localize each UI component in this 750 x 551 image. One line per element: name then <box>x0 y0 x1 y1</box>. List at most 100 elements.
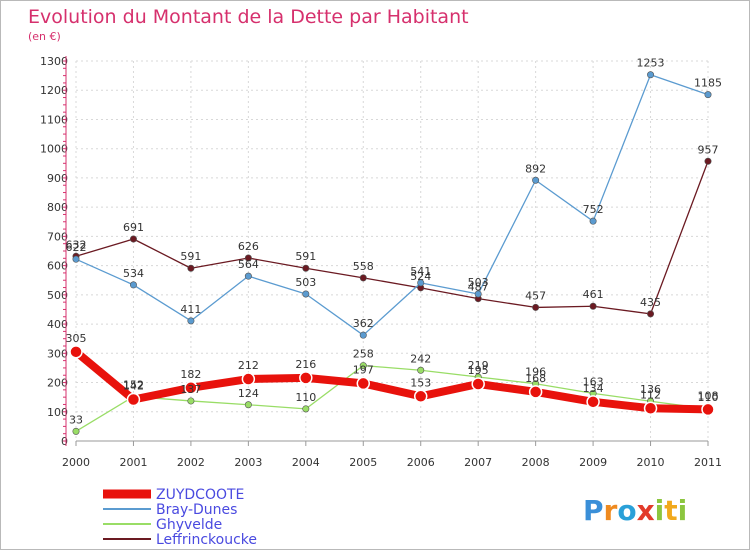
data-label: 242 <box>410 352 431 365</box>
y-tick-label: 300 <box>47 347 68 360</box>
data-label: 524 <box>410 270 431 283</box>
data-point <box>417 366 425 374</box>
data-point <box>647 71 655 79</box>
data-point <box>244 272 252 280</box>
data-label: 112 <box>640 388 661 401</box>
data-label: 564 <box>238 258 259 271</box>
data-label: 957 <box>698 143 719 156</box>
data-label: 461 <box>583 288 604 301</box>
data-label: 33 <box>69 413 83 426</box>
data-label: 168 <box>525 372 546 385</box>
data-point <box>244 254 252 262</box>
data-point <box>356 376 371 391</box>
data-point <box>72 255 80 263</box>
data-label: 219 <box>468 359 489 372</box>
data-label: 212 <box>238 359 259 372</box>
chart-subtitle: (en €) <box>28 30 61 43</box>
data-label: 108 <box>698 389 719 402</box>
data-label: 435 <box>640 296 661 309</box>
data-point <box>589 302 597 310</box>
data-label: 124 <box>238 387 259 400</box>
data-label: 134 <box>583 382 604 395</box>
logo-letter: t <box>664 494 677 527</box>
data-label: 196 <box>525 366 546 379</box>
data-label: 541 <box>410 265 431 278</box>
data-label: 136 <box>640 383 661 396</box>
data-label: 110 <box>295 391 316 404</box>
x-tick-label: 2001 <box>119 456 147 469</box>
data-label: 163 <box>583 375 604 388</box>
data-point <box>359 362 367 370</box>
legend-label: Ghyvelde <box>156 517 222 533</box>
data-point <box>528 385 543 399</box>
data-label: 152 <box>123 379 144 392</box>
data-label: 1253 <box>637 57 665 70</box>
data-labels: 632 691 591 626 591 558 524 487 457 461 435 957 622 5… <box>66 57 723 427</box>
y-tick-label: 600 <box>47 260 68 273</box>
data-label: 534 <box>123 267 144 280</box>
x-tick-label: 2011 <box>694 456 722 469</box>
y-tick-label: 700 <box>47 230 68 243</box>
data-point <box>474 290 482 298</box>
data-point <box>359 274 367 282</box>
x-tick-label: 2002 <box>177 456 205 469</box>
data-label: 137 <box>180 383 201 396</box>
data-point <box>643 401 658 416</box>
y-tick-label: 100 <box>47 406 68 419</box>
data-point <box>413 389 428 404</box>
data-label: 503 <box>468 276 489 289</box>
data-label: 216 <box>295 358 316 371</box>
series-lines <box>69 71 715 435</box>
data-label: 182 <box>180 368 201 381</box>
logo-letter: i <box>655 494 665 527</box>
data-point <box>471 377 485 391</box>
x-tick-label: 2009 <box>579 456 607 469</box>
y-tick-label: 1300 <box>40 55 68 68</box>
grid <box>75 60 709 442</box>
data-point <box>701 402 715 417</box>
logo-letter: r <box>604 494 618 527</box>
data-point <box>302 290 310 298</box>
data-label: 558 <box>353 260 374 273</box>
data-label: 591 <box>295 250 316 263</box>
data-label: 457 <box>525 289 546 302</box>
data-label: 892 <box>525 162 546 175</box>
data-label: 197 <box>353 363 374 376</box>
data-point <box>184 381 198 395</box>
legend-label: Bray-Dunes <box>156 502 237 518</box>
data-label: 258 <box>353 348 374 361</box>
proxiti-logo: Proxiti <box>583 494 687 527</box>
data-point <box>647 310 655 318</box>
data-point <box>241 372 256 386</box>
data-label: 622 <box>66 241 87 254</box>
data-label: 153 <box>410 376 431 389</box>
data-point <box>299 371 313 385</box>
data-point <box>704 91 712 99</box>
x-tick-label: 2004 <box>292 456 320 469</box>
legend-label: Leffrinckoucke <box>156 532 257 548</box>
data-point <box>302 264 310 272</box>
data-label: 362 <box>353 317 374 330</box>
data-point <box>187 317 195 325</box>
x-tick-label: 2010 <box>637 456 665 469</box>
y-tick-label: 200 <box>47 377 68 390</box>
data-point <box>129 235 137 243</box>
y-tick-label: 500 <box>47 289 68 302</box>
x-tick-label: 2007 <box>464 456 492 469</box>
x-tick-label: 2006 <box>407 456 435 469</box>
data-point <box>532 176 540 184</box>
logo-letter: P <box>583 494 604 527</box>
y-tick-label: 900 <box>47 172 68 185</box>
data-label: 487 <box>468 281 489 294</box>
x-tick-label: 2000 <box>62 456 90 469</box>
series-line-1 <box>75 74 709 336</box>
legend: ZUYDCOOTEBray-DunesGhyveldeLeffrinckouck… <box>103 487 257 548</box>
legend-label: ZUYDCOOTE <box>156 487 244 503</box>
proxiti-logo-text: Proxiti <box>583 494 687 527</box>
data-label: 632 <box>66 238 87 251</box>
data-point <box>69 345 83 359</box>
data-point <box>586 395 600 409</box>
data-point <box>589 217 597 225</box>
